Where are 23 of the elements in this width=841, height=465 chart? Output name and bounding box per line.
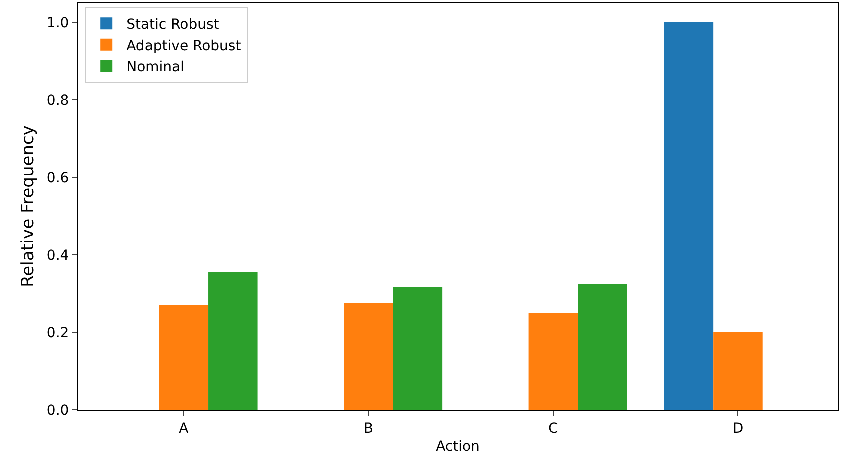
y-tick-label: 0.8: [46, 92, 70, 109]
legend-label: Nominal: [126, 60, 185, 76]
x-tick-label: A: [179, 420, 190, 437]
bar: [344, 303, 394, 410]
bar: [714, 332, 763, 410]
y-tick-label: 0.0: [46, 402, 70, 419]
bar: [578, 284, 628, 410]
bar: [528, 313, 578, 410]
x-axis-title: Action: [436, 439, 480, 456]
legend-label: Adaptive Robust: [126, 38, 242, 54]
bar: [208, 272, 258, 410]
bar: [159, 304, 209, 410]
bar: [664, 22, 714, 410]
y-tick-label: 1.0: [46, 15, 70, 32]
x-tick-label: D: [732, 420, 744, 437]
y-axis-title: Relative Frequency: [18, 126, 38, 288]
y-tick-label: 0.4: [46, 248, 70, 264]
bar: [393, 287, 443, 410]
x-tick-label: B: [364, 420, 374, 437]
y-tick-label: 0.6: [46, 170, 70, 186]
legend-label: Static Robust: [126, 17, 220, 34]
x-tick-label: C: [548, 420, 559, 437]
y-tick-label: 0.2: [46, 325, 70, 342]
